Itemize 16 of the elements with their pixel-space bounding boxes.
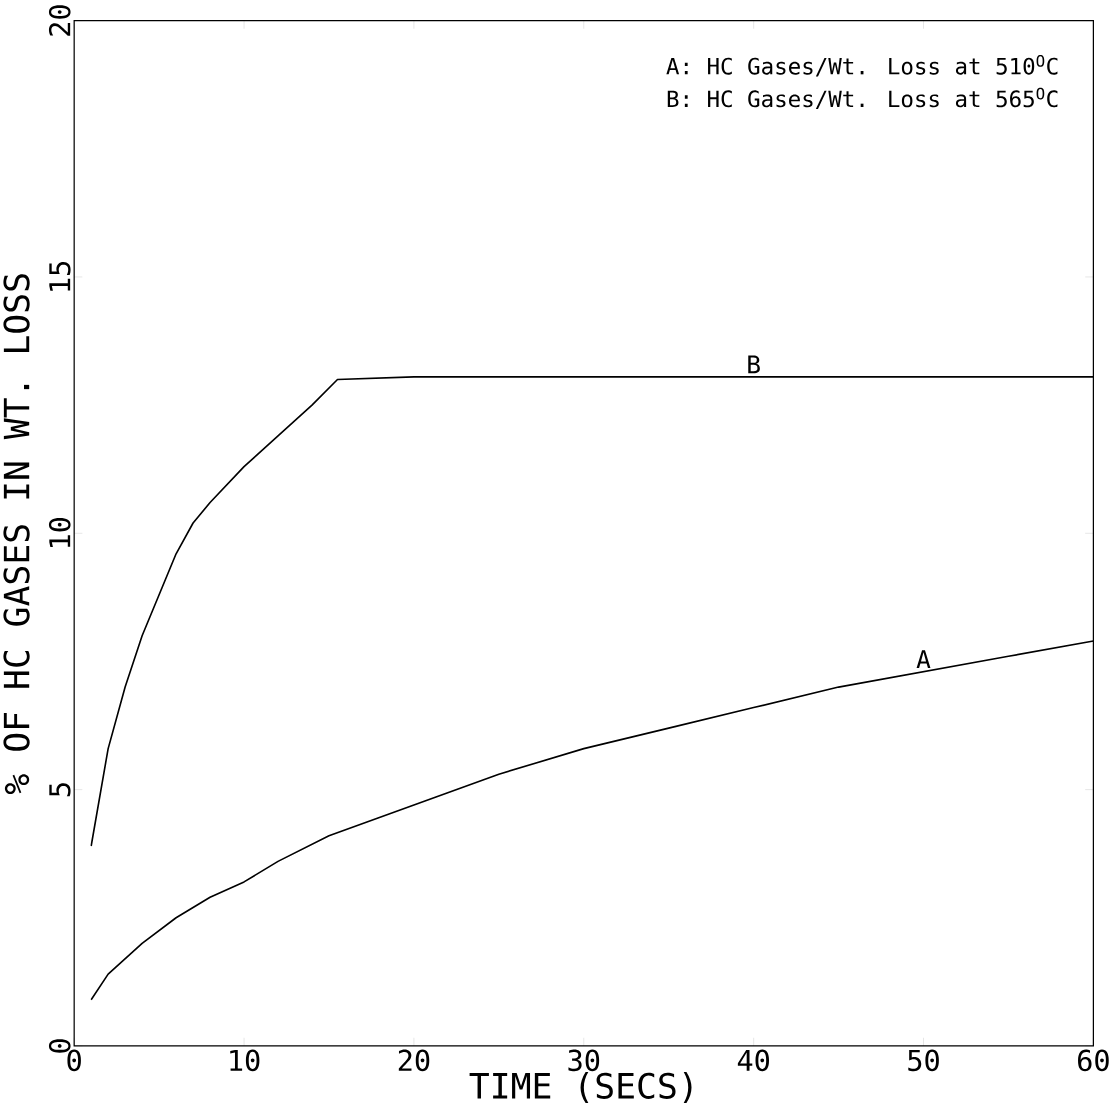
x-tick-label: 50 [908, 1049, 939, 1071]
x-tick-label: 20 [398, 1049, 430, 1071]
x-tick-label: 10 [230, 1049, 260, 1071]
series-label: A [916, 650, 931, 668]
y-tick-label: 15 [49, 261, 71, 291]
y-tick-label: 20 [48, 5, 71, 36]
x-tick-label: 40 [737, 1049, 770, 1071]
annotation: B: HC Gases/Wt. Loss at 565$^{O}$C [667, 87, 1058, 109]
y-tick-label: 10 [48, 517, 71, 547]
series-label: B [748, 355, 760, 374]
y-tick-label: 5 [49, 783, 71, 797]
x-tick-label: 60 [1078, 1049, 1109, 1071]
annotation: A: HC Gases/Wt. Loss at 510$^{O}$C [666, 54, 1058, 77]
x-tick-label: 30 [568, 1049, 600, 1071]
y-axis-title: % OF HC GASES IN WT. LOSS [3, 274, 30, 794]
x-axis-title: TIME (SECS) [469, 1071, 692, 1103]
